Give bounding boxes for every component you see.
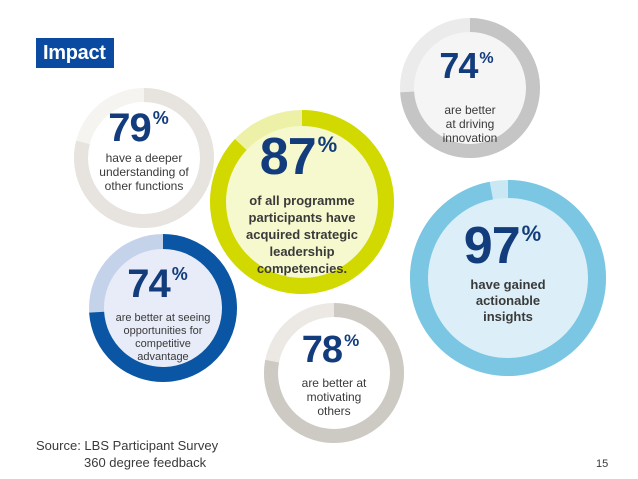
source-line-2: 360 degree feedback — [84, 455, 207, 470]
source-note: Source: LBS Participant Survey 360 degre… — [36, 437, 218, 471]
stat-caption-line: are better at seeing — [116, 312, 211, 324]
ring-progress-arc — [210, 110, 394, 294]
stat-caption-line: understanding of — [99, 165, 189, 179]
stat-caption-line: leadership — [269, 244, 334, 259]
stat-value: 79% — [108, 106, 169, 150]
stat-disc — [271, 310, 397, 436]
stat-caption-line: at driving — [446, 117, 495, 131]
stat-disc — [419, 189, 597, 367]
stat-caption-line: competitive — [135, 338, 191, 350]
stat-caption-line: have gained — [470, 277, 545, 292]
stat-caption-line: other functions — [105, 179, 184, 193]
stat-value: 87% — [260, 128, 337, 186]
stat-caption-line: motivating — [307, 390, 362, 404]
stat-caption-line: others — [317, 404, 350, 418]
stat-caption-line: actionable — [476, 293, 540, 308]
stat-caption-line: participants have — [249, 210, 356, 225]
ring-progress-arc — [400, 18, 540, 158]
stat-strategic: 87% of all programme participants have acqu… — [210, 110, 394, 294]
stat-caption-line: are better at — [302, 376, 367, 390]
stat-value: 74% — [127, 262, 188, 306]
stat-caption-line: opportunities for — [124, 325, 203, 337]
stat-value: 78% — [302, 329, 359, 371]
stat-value: 97% — [464, 217, 541, 275]
page-title: Impact — [36, 38, 114, 68]
stat-disc — [218, 118, 386, 286]
stat-caption-line: acquired strategic — [246, 227, 358, 242]
page-number: 15 — [596, 458, 609, 470]
stat-caption-line: advantage — [137, 351, 188, 363]
stat-caption-line: are better — [444, 103, 495, 117]
stat-caption-line: innovation — [443, 131, 498, 145]
stat-caption-line: have a deeper — [106, 151, 183, 165]
ring-progress-arc — [264, 303, 404, 443]
source-line-1: Source: LBS Participant Survey — [36, 438, 219, 453]
stat-caption-line: competencies. — [257, 261, 347, 276]
stat-caption-line: of all programme — [249, 193, 354, 208]
stat-disc — [96, 241, 230, 375]
ring-progress-arc — [410, 180, 606, 376]
ring-progress-arc — [74, 88, 214, 228]
stat-caption-line: insights — [483, 309, 533, 324]
stat-disc — [81, 95, 207, 221]
stat-value: 74% — [439, 45, 493, 86]
stat-disc — [407, 25, 533, 151]
ring-progress-arc — [89, 234, 237, 382]
